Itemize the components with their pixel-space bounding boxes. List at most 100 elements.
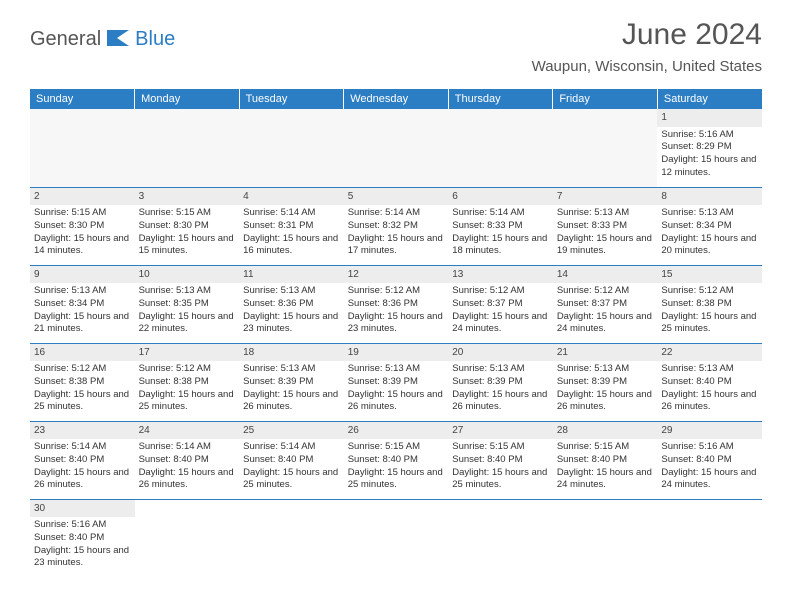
day-number: 1 (657, 109, 762, 127)
calendar-day-cell (239, 499, 344, 577)
calendar-week-row: 23Sunrise: 5:14 AMSunset: 8:40 PMDayligh… (30, 421, 762, 499)
day-number: 11 (239, 266, 344, 284)
sunrise-text: Sunrise: 5:13 AM (557, 363, 654, 376)
logo-flag-icon (107, 28, 133, 51)
daylight-text: Daylight: 15 hours and 19 minutes. (557, 233, 654, 259)
day-header: Thursday (448, 89, 553, 109)
daylight-text: Daylight: 15 hours and 26 minutes. (452, 389, 549, 415)
daylight-text: Daylight: 15 hours and 26 minutes. (557, 389, 654, 415)
calendar-day-cell: 2Sunrise: 5:15 AMSunset: 8:30 PMDaylight… (30, 187, 135, 265)
calendar-week-row: 30Sunrise: 5:16 AMSunset: 8:40 PMDayligh… (30, 499, 762, 577)
day-header: Sunday (30, 89, 135, 109)
sunrise-text: Sunrise: 5:12 AM (452, 285, 549, 298)
daylight-text: Daylight: 15 hours and 25 minutes. (452, 467, 549, 493)
daylight-text: Daylight: 15 hours and 24 minutes. (452, 311, 549, 337)
calendar-day-cell (135, 499, 240, 577)
calendar-day-cell: 9Sunrise: 5:13 AMSunset: 8:34 PMDaylight… (30, 265, 135, 343)
sunset-text: Sunset: 8:40 PM (348, 454, 445, 467)
daylight-text: Daylight: 15 hours and 16 minutes. (243, 233, 340, 259)
calendar-week-row: 16Sunrise: 5:12 AMSunset: 8:38 PMDayligh… (30, 343, 762, 421)
day-number: 14 (553, 266, 658, 284)
daylight-text: Daylight: 15 hours and 26 minutes. (348, 389, 445, 415)
sunset-text: Sunset: 8:39 PM (557, 376, 654, 389)
daylight-text: Daylight: 15 hours and 25 minutes. (139, 389, 236, 415)
day-number: 6 (448, 188, 553, 206)
day-header: Tuesday (239, 89, 344, 109)
calendar-day-cell: 29Sunrise: 5:16 AMSunset: 8:40 PMDayligh… (657, 421, 762, 499)
calendar-table: Sunday Monday Tuesday Wednesday Thursday… (30, 89, 762, 577)
sunset-text: Sunset: 8:34 PM (34, 298, 131, 311)
sunrise-text: Sunrise: 5:13 AM (34, 285, 131, 298)
calendar-week-row: 2Sunrise: 5:15 AMSunset: 8:30 PMDaylight… (30, 187, 762, 265)
calendar-day-cell (344, 109, 449, 187)
day-header: Saturday (657, 89, 762, 109)
day-number: 15 (657, 266, 762, 284)
sunset-text: Sunset: 8:37 PM (452, 298, 549, 311)
day-number: 2 (30, 188, 135, 206)
sunset-text: Sunset: 8:31 PM (243, 220, 340, 233)
sunrise-text: Sunrise: 5:15 AM (348, 441, 445, 454)
day-number: 25 (239, 422, 344, 440)
sunrise-text: Sunrise: 5:12 AM (348, 285, 445, 298)
calendar-day-cell: 11Sunrise: 5:13 AMSunset: 8:36 PMDayligh… (239, 265, 344, 343)
day-number: 30 (30, 500, 135, 518)
sunrise-text: Sunrise: 5:13 AM (139, 285, 236, 298)
day-number: 7 (553, 188, 658, 206)
day-number: 24 (135, 422, 240, 440)
sunset-text: Sunset: 8:34 PM (661, 220, 758, 233)
logo-text-blue: Blue (135, 28, 175, 51)
calendar-day-cell: 23Sunrise: 5:14 AMSunset: 8:40 PMDayligh… (30, 421, 135, 499)
day-number: 3 (135, 188, 240, 206)
calendar-day-cell (448, 499, 553, 577)
location: Waupun, Wisconsin, United States (532, 58, 762, 75)
daylight-text: Daylight: 15 hours and 21 minutes. (34, 311, 131, 337)
daylight-text: Daylight: 15 hours and 20 minutes. (661, 233, 758, 259)
sunrise-text: Sunrise: 5:15 AM (139, 207, 236, 220)
day-number: 22 (657, 344, 762, 362)
calendar-day-cell: 4Sunrise: 5:14 AMSunset: 8:31 PMDaylight… (239, 187, 344, 265)
sunrise-text: Sunrise: 5:12 AM (557, 285, 654, 298)
day-header: Friday (553, 89, 658, 109)
calendar-day-cell: 27Sunrise: 5:15 AMSunset: 8:40 PMDayligh… (448, 421, 553, 499)
calendar-day-cell (135, 109, 240, 187)
calendar-day-cell: 20Sunrise: 5:13 AMSunset: 8:39 PMDayligh… (448, 343, 553, 421)
daylight-text: Daylight: 15 hours and 25 minutes. (661, 311, 758, 337)
day-number: 5 (344, 188, 449, 206)
day-header: Wednesday (344, 89, 449, 109)
calendar-day-cell (553, 499, 658, 577)
sunrise-text: Sunrise: 5:14 AM (243, 441, 340, 454)
sunset-text: Sunset: 8:40 PM (34, 532, 131, 545)
daylight-text: Daylight: 15 hours and 24 minutes. (557, 467, 654, 493)
day-number: 13 (448, 266, 553, 284)
calendar-day-cell: 22Sunrise: 5:13 AMSunset: 8:40 PMDayligh… (657, 343, 762, 421)
calendar-day-cell: 3Sunrise: 5:15 AMSunset: 8:30 PMDaylight… (135, 187, 240, 265)
calendar-week-row: 9Sunrise: 5:13 AMSunset: 8:34 PMDaylight… (30, 265, 762, 343)
day-number: 4 (239, 188, 344, 206)
sunset-text: Sunset: 8:40 PM (243, 454, 340, 467)
calendar-day-cell: 28Sunrise: 5:15 AMSunset: 8:40 PMDayligh… (553, 421, 658, 499)
daylight-text: Daylight: 15 hours and 12 minutes. (661, 154, 758, 180)
day-number: 8 (657, 188, 762, 206)
sunset-text: Sunset: 8:29 PM (661, 141, 758, 154)
daylight-text: Daylight: 15 hours and 23 minutes. (348, 311, 445, 337)
sunrise-text: Sunrise: 5:12 AM (139, 363, 236, 376)
day-number: 20 (448, 344, 553, 362)
daylight-text: Daylight: 15 hours and 26 minutes. (139, 467, 236, 493)
daylight-text: Daylight: 15 hours and 26 minutes. (243, 389, 340, 415)
day-number: 27 (448, 422, 553, 440)
calendar-week-row: 1Sunrise: 5:16 AMSunset: 8:29 PMDaylight… (30, 109, 762, 187)
sunset-text: Sunset: 8:30 PM (34, 220, 131, 233)
calendar-day-cell: 5Sunrise: 5:14 AMSunset: 8:32 PMDaylight… (344, 187, 449, 265)
sunrise-text: Sunrise: 5:14 AM (348, 207, 445, 220)
day-number: 9 (30, 266, 135, 284)
sunrise-text: Sunrise: 5:16 AM (34, 519, 131, 532)
daylight-text: Daylight: 15 hours and 14 minutes. (34, 233, 131, 259)
sunrise-text: Sunrise: 5:12 AM (661, 285, 758, 298)
sunrise-text: Sunrise: 5:13 AM (348, 363, 445, 376)
calendar-day-cell (344, 499, 449, 577)
sunset-text: Sunset: 8:38 PM (139, 376, 236, 389)
sunset-text: Sunset: 8:37 PM (557, 298, 654, 311)
day-header-row: Sunday Monday Tuesday Wednesday Thursday… (30, 89, 762, 109)
calendar-day-cell (30, 109, 135, 187)
calendar-day-cell: 12Sunrise: 5:12 AMSunset: 8:36 PMDayligh… (344, 265, 449, 343)
